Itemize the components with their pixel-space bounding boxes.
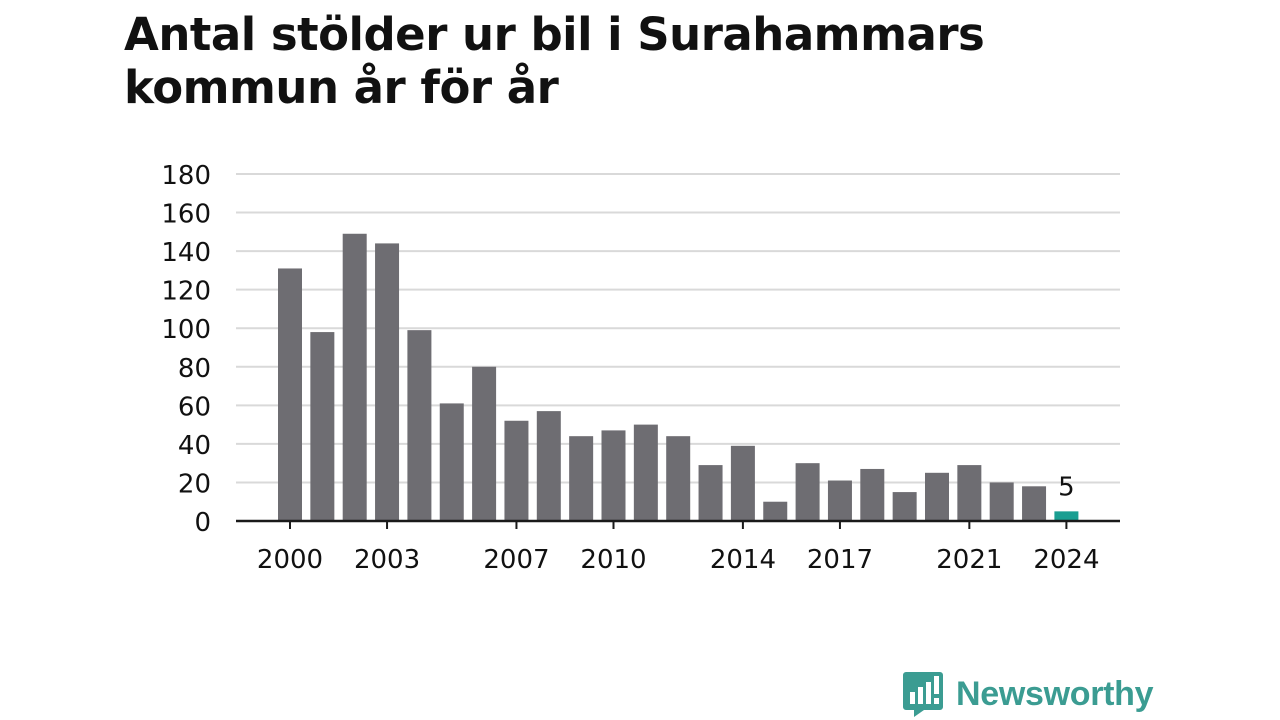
brand-logo: Newsworthy (902, 670, 1154, 718)
bar-2009 (569, 436, 594, 521)
y-axis-ticks: 0 20 40 60 80 100 120 140 160 180 (161, 161, 211, 538)
bar-2020 (925, 472, 949, 521)
chart-title: Antal stölder ur bil i Surahammars kommu… (124, 8, 985, 114)
y-tick-label: 80 (178, 354, 211, 384)
bar-2014 (730, 445, 755, 521)
x-tick-label: 2021 (936, 545, 1002, 575)
y-tick-label: 160 (161, 200, 211, 230)
bar-2006 (472, 366, 497, 521)
bar-2022 (989, 482, 1014, 521)
bar-2001 (310, 332, 335, 521)
x-tick-label: 2024 (1033, 545, 1099, 575)
y-tick-label: 0 (194, 508, 211, 538)
bar-2018 (860, 468, 885, 521)
x-tick-label: 2007 (483, 545, 549, 575)
y-tick-label: 140 (161, 238, 211, 268)
y-tick-label: 60 (178, 392, 211, 422)
bar-2021 (957, 465, 982, 521)
bar-2013 (698, 465, 723, 521)
bar-2004 (407, 330, 432, 521)
y-tick-label: 180 (161, 161, 211, 191)
bar-2000 (278, 268, 302, 521)
bar-2012 (666, 436, 691, 521)
bar-2011 (633, 424, 658, 521)
bar-2008 (536, 411, 561, 521)
data-label: 5 (1058, 472, 1075, 502)
bar-2024 (1054, 511, 1079, 521)
y-tick-label: 40 (178, 431, 211, 461)
x-tick-label: 2017 (807, 545, 873, 575)
y-tick-label: 120 (161, 277, 211, 307)
bar-2010 (601, 430, 626, 521)
bar-2003 (375, 243, 400, 521)
y-tick-label: 20 (178, 469, 211, 499)
bar-2017 (827, 480, 852, 521)
brand-name: Newsworthy (956, 674, 1154, 713)
bar-2007 (504, 420, 529, 521)
x-axis-ticks: 2000 2003 2007 2010 2014 2017 2021 2024 (257, 521, 1099, 575)
x-tick-label: 2010 (580, 545, 646, 575)
newsworthy-logo-icon (903, 672, 943, 717)
bar-2005 (439, 403, 464, 521)
x-tick-label: 2014 (710, 545, 776, 575)
bar-2019 (892, 492, 917, 521)
bar-2016 (795, 463, 820, 521)
bar-2002 (342, 233, 367, 521)
bar-2023 (1022, 486, 1047, 521)
x-tick-label: 2003 (354, 545, 420, 575)
y-tick-label: 100 (161, 315, 211, 345)
bar-2015 (763, 501, 788, 521)
x-tick-label: 2000 (257, 545, 323, 575)
data-labels: 5 (1058, 472, 1075, 502)
bars (278, 233, 1079, 521)
